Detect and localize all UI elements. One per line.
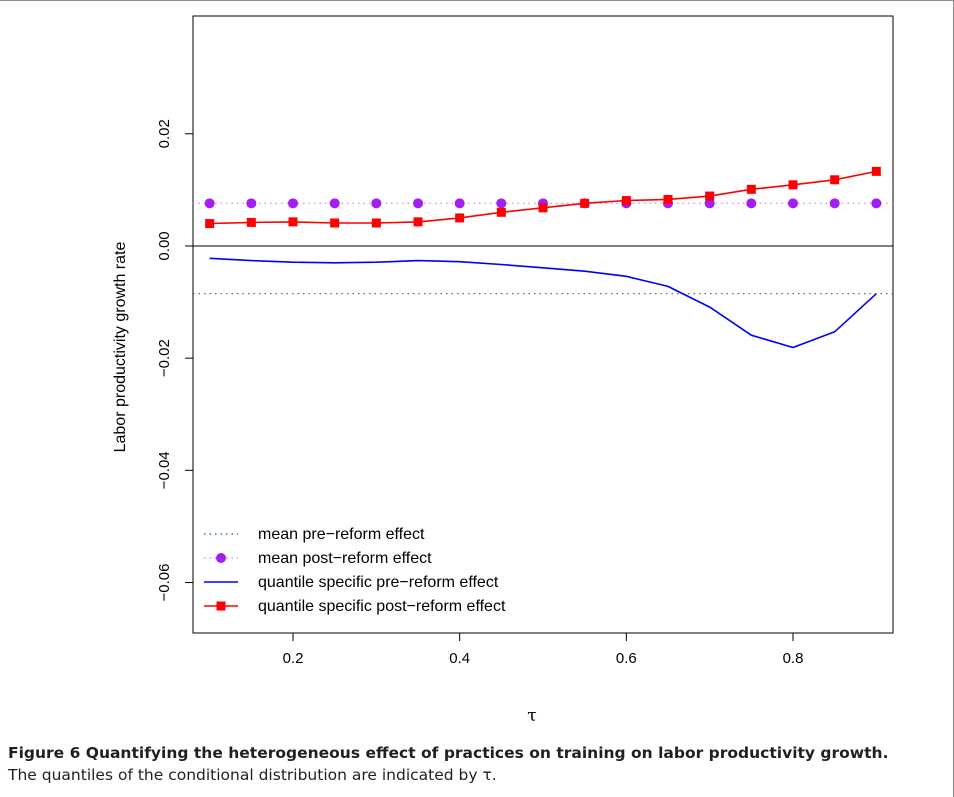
- y-tick-label-1: −0.04: [156, 451, 173, 489]
- plot-frame: [192, 15, 894, 634]
- point-quantile-post-10: [621, 196, 631, 206]
- point-quantile-post-15: [830, 175, 840, 185]
- point-mean-post-5: [413, 198, 423, 209]
- legend-label-2: quantile specific pre−reform effect: [258, 574, 499, 591]
- point-mean-post-4: [371, 198, 382, 209]
- legend-marker-1: [216, 553, 226, 563]
- point-quantile-post-16: [871, 166, 881, 176]
- point-quantile-post-3: [330, 218, 340, 228]
- x-tick-label-2: 0.6: [616, 650, 637, 667]
- y-tick-label-2: −0.02: [156, 339, 173, 377]
- point-quantile-post-11: [663, 194, 673, 204]
- point-quantile-post-12: [705, 191, 715, 201]
- point-quantile-post-9: [580, 198, 590, 208]
- legend-label-3: quantile specific post−reform effect: [258, 598, 506, 615]
- y-tick-label-0: −0.06: [156, 564, 173, 602]
- point-quantile-post-6: [455, 213, 465, 223]
- chart: 0.2 0.4 0.6 0.8 −0.06 −0.04 −0.02 0.00 0.02 mean…: [112, 15, 894, 726]
- point-quantile-post-7: [496, 207, 506, 217]
- point-mean-post-14: [788, 198, 798, 209]
- point-mean-post-12: [704, 198, 715, 209]
- point-quantile-post-1: [246, 217, 256, 227]
- y-tick-label-4: 0.02: [156, 119, 173, 148]
- series-line-2: [209, 257, 877, 349]
- point-mean-post-3: [329, 198, 340, 209]
- legend-marker-3: [216, 601, 226, 611]
- x-tick-label-1: 0.4: [449, 650, 470, 667]
- figure-caption: Figure 6 Quantifying the heterogeneous e…: [8, 742, 948, 786]
- legend-label-0: mean pre−reform effect: [258, 526, 425, 543]
- point-mean-post-13: [746, 198, 757, 209]
- x-tick-label-0: 0.2: [283, 650, 304, 667]
- point-mean-post-16: [871, 198, 882, 209]
- point-mean-post-2: [288, 198, 298, 209]
- caption-title: Figure 6 Quantifying the heterogeneous e…: [8, 744, 889, 762]
- x-axis-label: τ: [527, 706, 536, 726]
- point-quantile-post-2: [288, 217, 298, 227]
- x-tick-label-3: 0.8: [783, 650, 804, 667]
- y-axis-label: Labor productivity growth rate: [112, 242, 129, 453]
- point-mean-post-7: [496, 198, 507, 209]
- point-quantile-post-5: [413, 217, 423, 227]
- point-quantile-post-14: [788, 180, 798, 190]
- point-mean-post-1: [246, 198, 257, 209]
- legend-label-1: mean post−reform effect: [258, 550, 432, 567]
- point-mean-post-0: [204, 198, 215, 209]
- point-quantile-post-8: [538, 203, 548, 213]
- point-quantile-post-13: [746, 184, 756, 194]
- point-mean-post-15: [829, 198, 840, 209]
- caption-text: The quantiles of the conditional distrib…: [8, 766, 497, 784]
- point-mean-post-6: [454, 198, 465, 209]
- point-quantile-post-0: [205, 219, 215, 229]
- point-quantile-post-4: [371, 218, 381, 228]
- series-line-3: [209, 170, 877, 225]
- y-tick-label-3: 0.00: [156, 231, 173, 260]
